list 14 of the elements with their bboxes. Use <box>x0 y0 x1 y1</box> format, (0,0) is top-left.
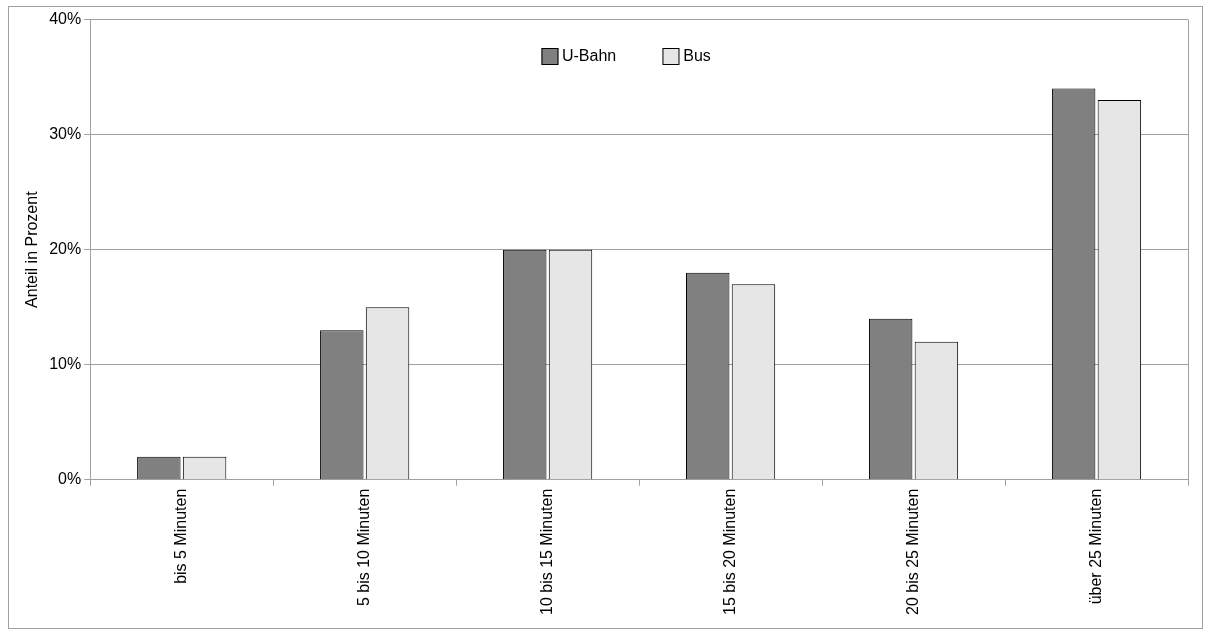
legend-label: Bus <box>683 47 711 65</box>
y-tick-label: 20% <box>49 240 82 258</box>
legend-label: U-Bahn <box>561 47 617 65</box>
y-tick-label: 40% <box>49 10 82 28</box>
x-tick-label: 20 bis 25 Minuten <box>903 488 921 616</box>
x-tick-label: 15 bis 20 Minuten <box>721 488 738 616</box>
y-tick-label: 0% <box>58 470 82 488</box>
y-tick-label: 30% <box>49 125 82 143</box>
x-tick-label: 10 bis 15 Minuten <box>538 488 556 616</box>
y-tick-label: 10% <box>49 355 82 373</box>
x-tick-label: 5 bis 10 Minuten <box>355 488 373 607</box>
x-tick-label: bis 5 Minuten <box>172 488 190 584</box>
x-tick-label: über 25 Minuten <box>1086 488 1104 605</box>
y-axis-title: Anteil in Prozent <box>23 190 41 308</box>
